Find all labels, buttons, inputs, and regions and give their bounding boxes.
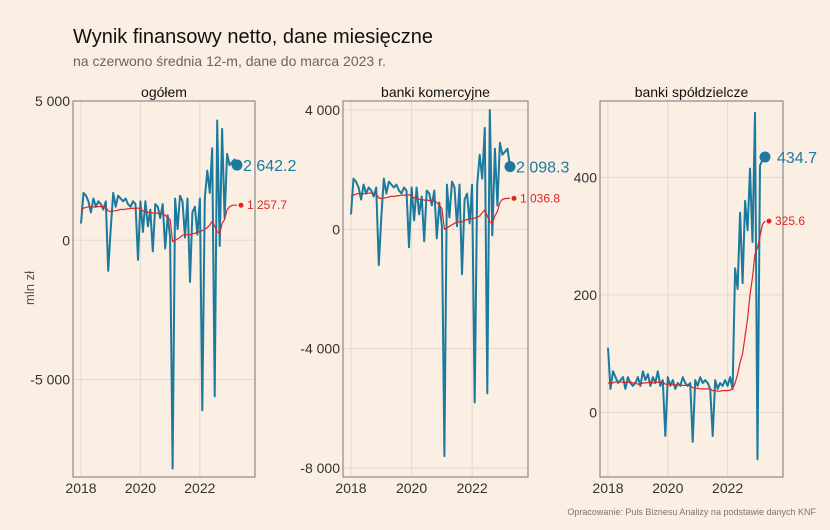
series-line-monthly xyxy=(607,111,766,461)
chart-title: Wynik finansowy netto, dane miesięczne xyxy=(73,26,433,48)
y-tick-label: 400 xyxy=(574,169,598,185)
series-line-monthly xyxy=(80,119,238,470)
y-tick-label: 200 xyxy=(574,287,598,303)
panel-frame xyxy=(342,100,529,478)
chart-subtitle: na czerwono średnia 12-m, dane do marca … xyxy=(73,53,386,69)
end-label-monthly: 434.7 xyxy=(777,150,817,167)
end-point-monthly xyxy=(231,159,243,171)
x-tick-label: 2022 xyxy=(712,480,743,496)
x-tick-label: 2020 xyxy=(652,480,683,496)
y-tick-label: -4 000 xyxy=(300,341,340,357)
panel-frame xyxy=(599,100,784,478)
y-tick-label: 0 xyxy=(62,232,70,248)
y-tick-label: -5 000 xyxy=(30,372,70,388)
end-point-monthly xyxy=(504,161,516,173)
end-label-monthly: 2 642.2 xyxy=(243,158,296,175)
y-tick-label: 4 000 xyxy=(305,102,340,118)
series-line-avg xyxy=(350,192,510,230)
end-label-avg: 1 257.7 xyxy=(247,198,287,212)
end-point-avg xyxy=(766,218,772,224)
end-label-monthly: 2 098.3 xyxy=(516,160,569,177)
panel-title: banki komercyjne xyxy=(381,84,490,100)
y-tick-label: -8 000 xyxy=(300,460,340,476)
panel-title: banki spółdzielcze xyxy=(635,84,749,100)
x-tick-label: 2018 xyxy=(592,480,623,496)
x-tick-label: 2018 xyxy=(65,480,96,496)
source-note: Opracowanie: Puls Biznesu Analizy na pod… xyxy=(567,507,816,517)
end-point-avg xyxy=(238,202,244,208)
end-label-avg: 1 036.8 xyxy=(520,191,560,205)
series-line-monthly xyxy=(350,109,511,458)
x-tick-label: 2020 xyxy=(396,480,427,496)
end-point-monthly xyxy=(759,151,771,163)
panel-title: ogółem xyxy=(141,84,187,100)
y-tick-label: 0 xyxy=(589,404,597,420)
y-tick-label: 0 xyxy=(332,221,340,237)
end-point-avg xyxy=(511,195,517,201)
x-tick-label: 2020 xyxy=(125,480,156,496)
x-tick-label: 2022 xyxy=(184,480,215,496)
series-line-avg xyxy=(80,204,237,243)
series-line-avg xyxy=(608,220,766,392)
y-tick-label: 5 000 xyxy=(35,93,70,109)
x-tick-label: 2022 xyxy=(457,480,488,496)
panel-frame xyxy=(72,100,256,478)
x-tick-label: 2018 xyxy=(335,480,366,496)
end-label-avg: 325.6 xyxy=(775,214,805,228)
